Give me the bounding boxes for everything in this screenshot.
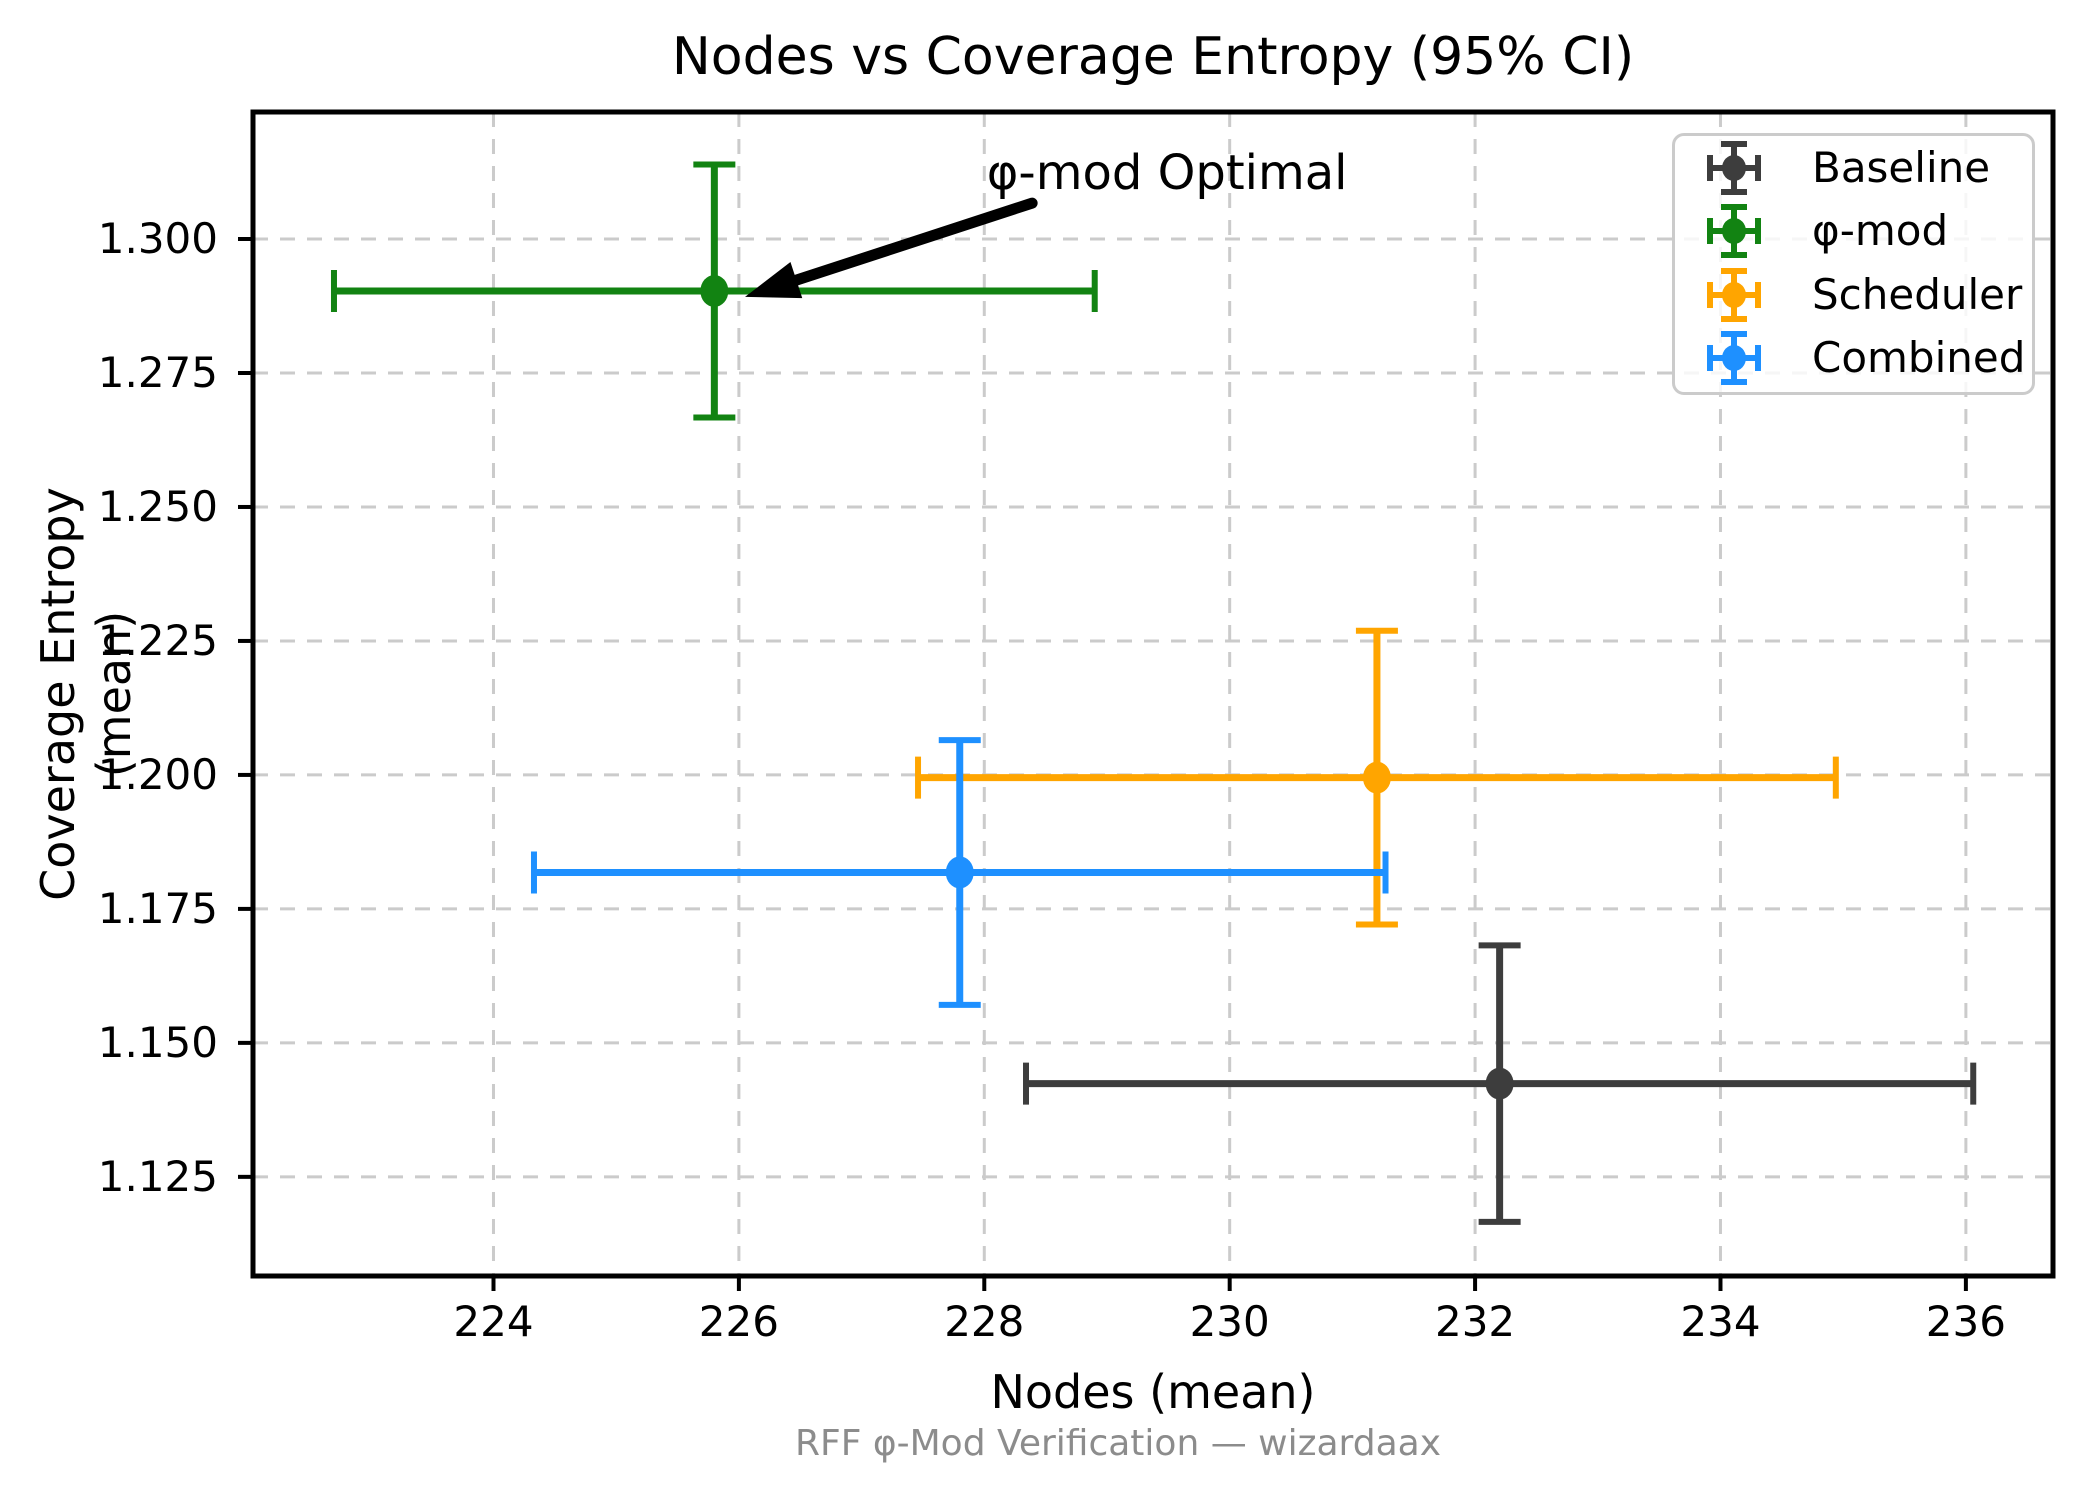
- y-tick-label: 1.250: [97, 481, 218, 531]
- chart-title: Nodes vs Coverage Entropy (95% CI): [671, 27, 1635, 87]
- legend-item--mod: φ-mod: [1706, 203, 1948, 259]
- y-tick-label: 1.225: [97, 615, 218, 665]
- legend-item-baseline: Baseline: [1706, 140, 1990, 196]
- annotation-arrow: [790, 197, 1038, 286]
- errorbar-baseline-marker: [1485, 1067, 1514, 1100]
- y-tick-label: 1.150: [97, 1017, 218, 1067]
- footer-caption: RFF φ-Mod Verification — wizardaax: [795, 1423, 1441, 1464]
- errorbar-combined-marker: [945, 856, 974, 889]
- plot-border: [250, 109, 2056, 1279]
- x-tick-label: 224: [453, 1297, 534, 1346]
- x-tick-label: 236: [1925, 1297, 2006, 1346]
- legend-item-combined: Combined: [1706, 330, 2025, 386]
- legend-label: φ-mod: [1812, 206, 1949, 255]
- y-tick-label: 1.300: [97, 214, 218, 263]
- y-tick-label: 1.275: [97, 347, 218, 397]
- x-axis-label: Nodes (mean): [990, 1365, 1316, 1419]
- legend-label: Baseline: [1812, 143, 1991, 192]
- errorbar-scheduler-marker: [1362, 761, 1391, 794]
- legend-label: Combined: [1812, 333, 2026, 382]
- legend-label: Scheduler: [1812, 270, 2023, 319]
- annotation-label: φ-mod Optimal: [986, 144, 1348, 201]
- x-tick-label: 226: [698, 1297, 779, 1346]
- x-tick-label: 230: [1189, 1297, 1270, 1346]
- annotation-arrowhead: [745, 262, 803, 299]
- legend-errorbar-marker: [1707, 204, 1761, 258]
- x-tick-label: 234: [1680, 1297, 1761, 1346]
- x-tick-label: 232: [1434, 1297, 1516, 1346]
- legend-errorbar-marker: [1707, 268, 1761, 322]
- x-tick-label: 228: [944, 1297, 1025, 1346]
- y-tick-label: 1.200: [97, 749, 218, 799]
- legend-item-scheduler: Scheduler: [1706, 267, 2022, 323]
- y-tick-label: 1.125: [97, 1151, 218, 1201]
- legend-errorbar-marker: [1707, 141, 1761, 195]
- legend-errorbar-marker: [1707, 331, 1761, 385]
- errorbar--mod-marker: [700, 274, 729, 307]
- y-tick-label: 1.175: [97, 883, 218, 933]
